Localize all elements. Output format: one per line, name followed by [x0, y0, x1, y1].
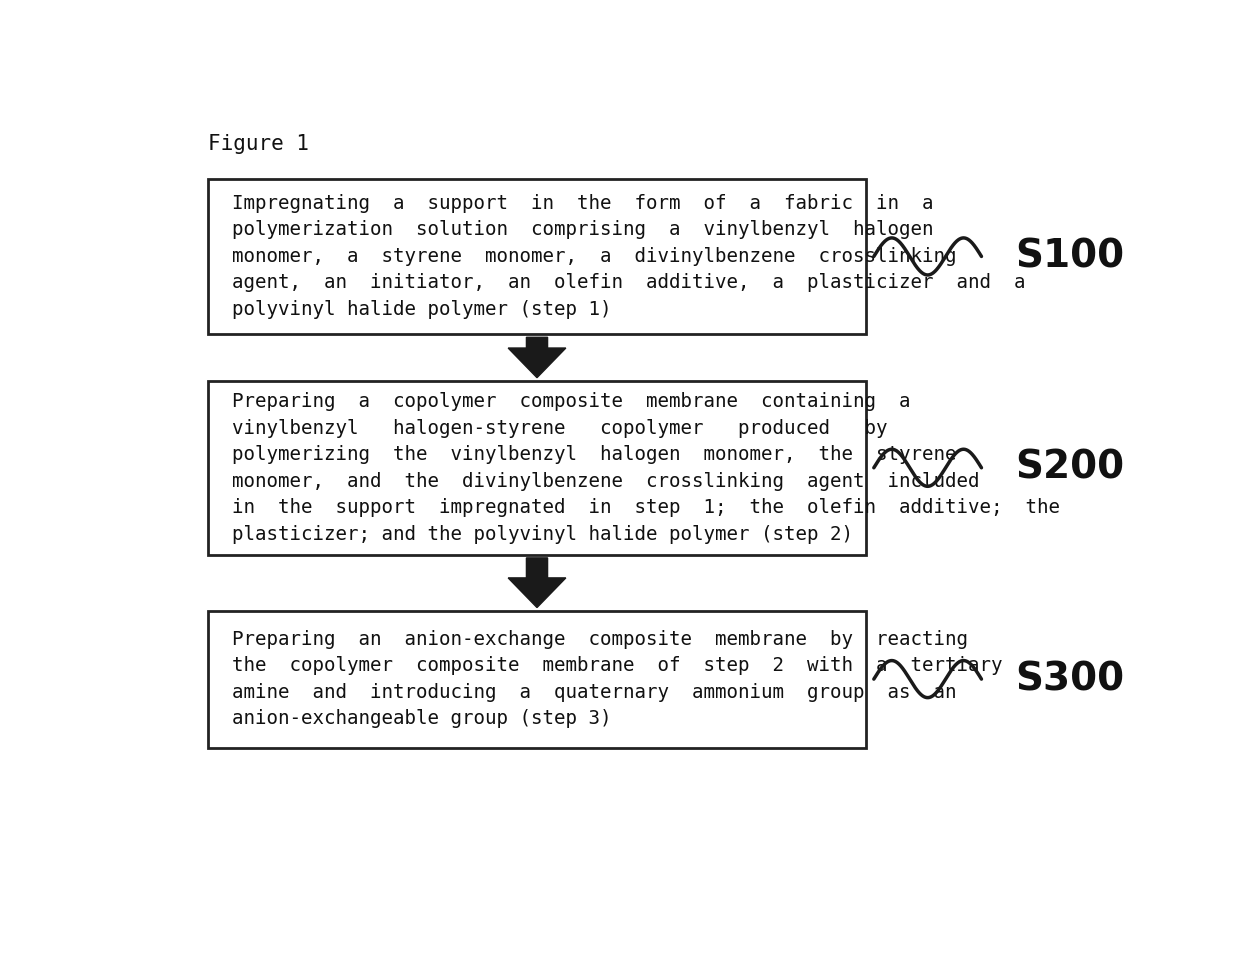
- Text: Preparing  an  anion-exchange  composite  membrane  by  reacting
the  copolymer : Preparing an anion-exchange composite me…: [232, 630, 1002, 728]
- Polygon shape: [508, 558, 565, 608]
- FancyBboxPatch shape: [208, 178, 867, 334]
- FancyBboxPatch shape: [208, 380, 867, 555]
- Text: S100: S100: [1016, 238, 1125, 275]
- Text: Impregnating  a  support  in  the  form  of  a  fabric  in  a
polymerization  so: Impregnating a support in the form of a …: [232, 194, 1025, 319]
- FancyBboxPatch shape: [208, 611, 867, 747]
- Text: Preparing  a  copolymer  composite  membrane  containing  a
vinylbenzyl   haloge: Preparing a copolymer composite membrane…: [232, 392, 1060, 543]
- Polygon shape: [508, 337, 565, 377]
- Text: S200: S200: [1016, 449, 1125, 486]
- Text: Figure 1: Figure 1: [208, 134, 309, 154]
- Text: S300: S300: [1016, 660, 1125, 698]
